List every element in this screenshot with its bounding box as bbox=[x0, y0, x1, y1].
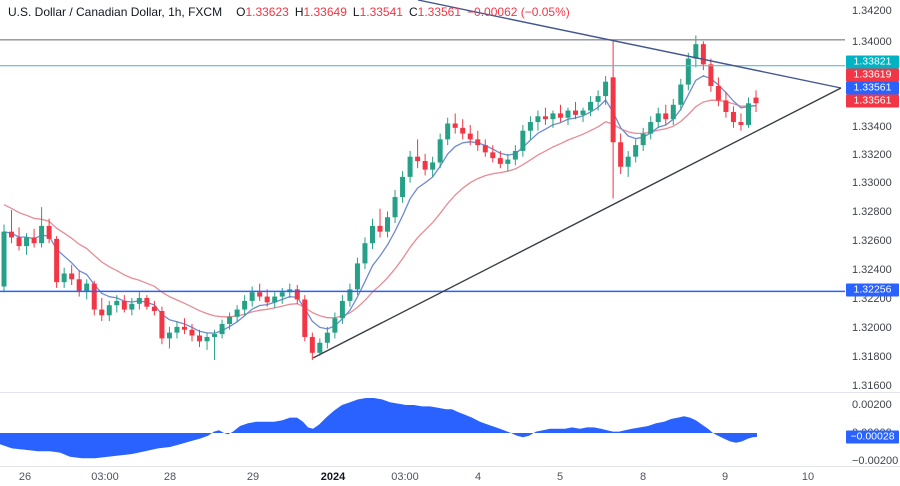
price-axis[interactable]: 1.34200 1.34000 1.33400 1.33200 1.33000 1.328… bbox=[845, 0, 900, 486]
price-axis-tick: 1.31600 bbox=[852, 380, 892, 392]
symbol-legend[interactable]: U.S. Dollar / Canadian Dollar, 1h, FXCM O… bbox=[8, 5, 570, 19]
slow-ma-price-label: 1.33619 bbox=[846, 68, 899, 82]
price-axis-tick: 1.32600 bbox=[852, 235, 892, 247]
price-axis-tick: 1.33200 bbox=[852, 149, 892, 161]
open-label: O bbox=[236, 5, 246, 19]
high-label: H bbox=[294, 5, 304, 19]
price-axis-tick: 1.32800 bbox=[852, 206, 892, 218]
price-axis-tick: 1.34000 bbox=[852, 36, 892, 48]
time-axis-tick-03:00: 03:00 bbox=[91, 471, 119, 483]
price-axis-tick: 1.33400 bbox=[852, 121, 892, 133]
time-axis-tick-03:00: 03:00 bbox=[391, 471, 419, 483]
high-value: 1.33649 bbox=[303, 5, 347, 19]
low-value: 1.33541 bbox=[359, 5, 403, 19]
candlestick-chart bbox=[0, 0, 845, 361]
oscillator-area-chart bbox=[0, 398, 757, 459]
price-chart-pane[interactable] bbox=[0, 0, 845, 392]
teal-line-price-label: 1.33821 bbox=[846, 55, 899, 69]
time-axis-tick-29: 29 bbox=[246, 471, 260, 483]
time-axis[interactable]: 26 03:00 28 29 2024 03:00 4 5 8 9 10 bbox=[0, 466, 900, 486]
time-axis-tick-4: 4 bbox=[474, 471, 482, 483]
change-value: −0.00062 (−0.05%) bbox=[467, 5, 570, 19]
oscillator-pane[interactable] bbox=[0, 392, 845, 466]
time-axis-tick-28: 28 bbox=[163, 471, 177, 483]
time-axis-tick-26: 26 bbox=[18, 471, 32, 483]
price-axis-tick: 0.00200 bbox=[852, 399, 892, 411]
oscillator-value-label: −0.00028 bbox=[846, 430, 899, 444]
price-axis-tick: −0.00200 bbox=[852, 455, 899, 467]
fast-ma-line bbox=[3, 75, 757, 334]
time-axis-tick-10: 10 bbox=[801, 471, 815, 483]
close-value: 1.33561 bbox=[417, 5, 462, 19]
time-axis-separator bbox=[0, 466, 900, 467]
ascending-trendline[interactable] bbox=[312, 87, 842, 359]
candles bbox=[1, 35, 759, 361]
descending-trendline[interactable] bbox=[417, 0, 842, 89]
time-axis-tick-8: 8 bbox=[639, 471, 647, 483]
time-axis-tick-2024: 2024 bbox=[320, 471, 346, 483]
time-axis-tick-9: 9 bbox=[721, 471, 729, 483]
price-axis-tick: 1.32400 bbox=[852, 264, 892, 276]
price-axis-tick: 1.31800 bbox=[852, 351, 892, 363]
price-axis-tick: 1.34200 bbox=[852, 5, 892, 17]
close-label: C bbox=[408, 5, 418, 19]
pane-separator[interactable] bbox=[0, 392, 900, 393]
blue-line-price-label: 1.32256 bbox=[846, 283, 899, 297]
oscillator-area bbox=[0, 398, 757, 459]
low-label: L bbox=[352, 5, 360, 19]
price-axis-tick: 1.33000 bbox=[852, 177, 892, 189]
price-axis-tick: 1.32000 bbox=[852, 322, 892, 334]
symbol-title: U.S. Dollar / Canadian Dollar, 1h, FXCM bbox=[8, 5, 223, 19]
fast-ma-price-label: 1.33561 bbox=[846, 81, 899, 95]
slow-ma-line bbox=[3, 99, 757, 319]
time-axis-tick-5: 5 bbox=[556, 471, 564, 483]
last-price-label: 1.33561 bbox=[846, 94, 899, 108]
open-value: 1.33623 bbox=[245, 5, 289, 19]
